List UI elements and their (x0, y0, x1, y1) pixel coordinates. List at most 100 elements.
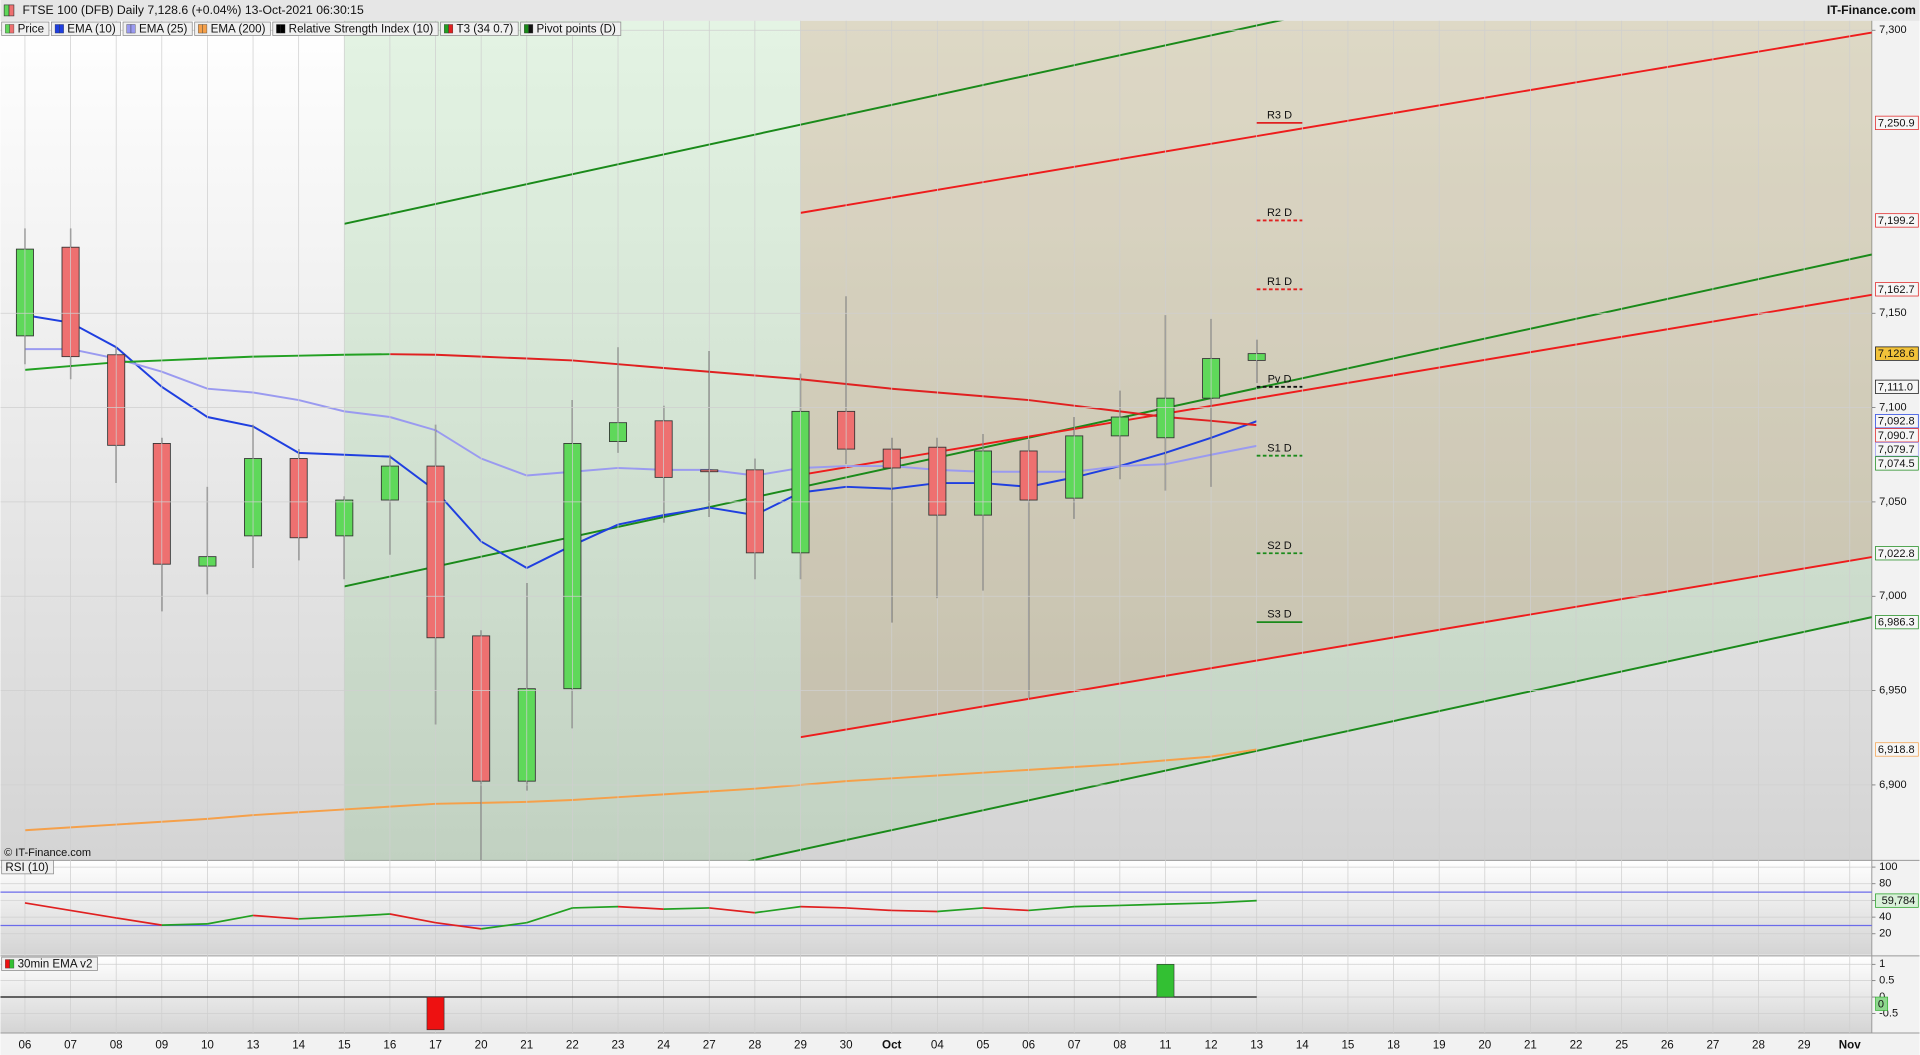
header-icon (3, 4, 10, 17)
pivot-name: R1 D (1267, 276, 1292, 288)
indicator-segment (800, 378, 847, 385)
legend-icon (59, 24, 64, 34)
indicator-segment (846, 907, 892, 912)
trend-line (800, 556, 1872, 739)
price-badge-label: 7,199.2 (1878, 215, 1915, 227)
x-tick-label: 08 (1113, 1038, 1126, 1051)
x-tick-label: 13 (1250, 1038, 1263, 1051)
x-tick-label: 29 (1798, 1038, 1811, 1051)
indicator-segment (1028, 905, 1075, 912)
label-frame (122, 21, 193, 36)
price-badge-label: 7,250.9 (1878, 117, 1915, 129)
label-box: EMA (25) (122, 21, 193, 36)
y-tick-label: 7,000 (1879, 590, 1907, 602)
label-frame (51, 21, 121, 36)
price-badge (1875, 282, 1919, 297)
indicator-segment (253, 354, 299, 358)
legend-label: 30min EMA v2 (18, 957, 93, 970)
indicator-segment (298, 915, 345, 920)
indicator-tick-label: 1 (1879, 958, 1885, 970)
x-tick-label: 21 (1524, 1038, 1537, 1051)
price-badge-label: 7,162.7 (1878, 284, 1915, 296)
indicator-line (24, 348, 1257, 477)
indicator-segment (937, 907, 984, 913)
x-tick-label: 16 (383, 1038, 396, 1051)
indicator-segment (982, 395, 1029, 402)
rsi-tick-label: 40 (1879, 911, 1891, 923)
label-box: T3 (34 0.7) (440, 21, 519, 36)
legend-label: EMA (25) (139, 22, 188, 35)
indicator-segment (298, 353, 345, 357)
indicator-segment (572, 905, 619, 909)
y-tick-label: 7,300 (1879, 24, 1907, 36)
x-tick-label: 08 (110, 1038, 123, 1051)
trend-line (344, 253, 1872, 588)
indicator-segment (800, 905, 847, 909)
legend-icon (444, 24, 449, 34)
price-badge-label: 6,918.8 (1878, 744, 1915, 756)
indicator-segment (70, 909, 117, 919)
trend-line (344, 20, 1284, 225)
price-badge (1875, 213, 1919, 228)
indicator-segment (526, 357, 573, 362)
y-tick-label: 7,050 (1879, 496, 1907, 508)
price-badge-label: 7,079.7 (1878, 444, 1915, 456)
indicator-segment (1210, 419, 1257, 427)
indicator-segment (435, 353, 482, 358)
indicator-segment (709, 907, 755, 914)
indicator-segment (572, 359, 619, 366)
x-tick-label: 30 (840, 1038, 853, 1051)
legend-icon (528, 24, 534, 34)
price-badge-label: 7,090.7 (1878, 430, 1915, 442)
pivot-name: R3 D (1267, 109, 1292, 121)
price-badge (1875, 742, 1919, 757)
indicator-tick-label: 0.5 (1879, 975, 1894, 987)
indicator-segment (435, 921, 482, 930)
price-badge (1875, 346, 1919, 361)
label-frame (1, 860, 54, 875)
indicator-segment (1119, 903, 1166, 907)
trend-line (747, 616, 1872, 861)
legend-icon (126, 24, 132, 34)
x-tick-label: 11 (1159, 1038, 1171, 1051)
price-badge-label: 7,022.8 (1878, 548, 1915, 560)
legend-icon (130, 24, 136, 34)
x-tick-label: 21 (520, 1038, 533, 1051)
pivot-name: Pv D (1268, 373, 1292, 385)
header-icon (8, 4, 15, 17)
legend-label: Price (18, 22, 44, 35)
x-tick-label: 15 (338, 1038, 351, 1051)
indicator-segment (754, 374, 801, 381)
indicator-segment (389, 913, 436, 924)
x-tick-label: 26 (1661, 1038, 1674, 1051)
price-plot (15, 20, 1872, 861)
indicator-segment (526, 907, 573, 924)
x-tick-label: 20 (475, 1038, 488, 1051)
indicator-segment (1165, 902, 1212, 905)
indicator-segment (481, 355, 527, 360)
indicator-badge (1875, 996, 1889, 1011)
indicator-segment (1074, 404, 1120, 413)
label-box: EMA (10) (51, 21, 121, 36)
brand: IT-Finance.com (1827, 3, 1916, 17)
legend-icon (448, 24, 454, 34)
indicator-segment (344, 353, 390, 356)
x-tick-label: 23 (612, 1038, 625, 1051)
price-panel (0, 20, 1872, 861)
price-badge (1875, 615, 1919, 630)
label-frame (194, 21, 271, 36)
rsi-panel (0, 860, 1872, 955)
copyright: © IT-Finance.com (4, 847, 91, 859)
x-tick-label: 27 (1706, 1038, 1719, 1051)
legend-icon (54, 24, 60, 34)
legend-label: Relative Strength Index (10) (289, 22, 434, 35)
x-tick-label: 28 (1752, 1038, 1765, 1051)
pivot-name: R2 D (1267, 207, 1292, 219)
label-box: RSI (10) (1, 860, 54, 875)
bar (426, 996, 445, 1031)
x-tick-label: 05 (977, 1038, 990, 1051)
label-frame (440, 21, 519, 36)
indicator-segment (937, 391, 984, 398)
indicator-segment (982, 907, 1029, 912)
